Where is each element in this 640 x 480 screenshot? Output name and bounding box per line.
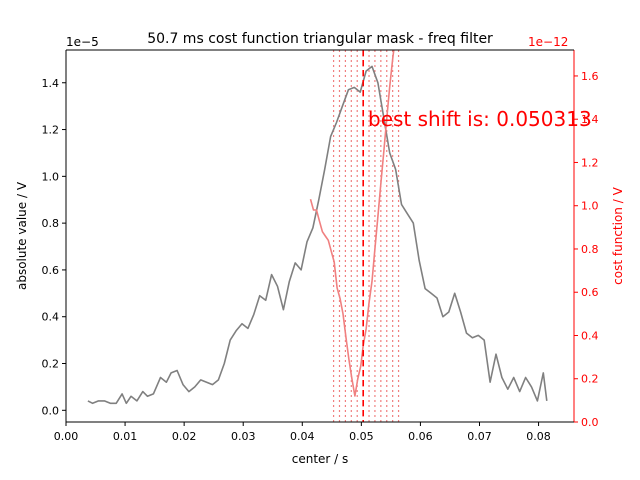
best-shift-annotation: best shift is: 0.050313 — [368, 107, 592, 131]
x-tick-label: 0.01 — [113, 430, 138, 443]
chart-title: 50.7 ms cost function triangular mask - … — [147, 31, 493, 47]
y2-axis-ticks: 0.0 0.2 0.4 0.6 0.8 1.0 1.2 1.4 1.6 — [574, 70, 599, 429]
x-tick-label: 0.05 — [349, 430, 374, 443]
x-tick-label: 0.06 — [408, 430, 433, 443]
axes-frame — [65, 49, 575, 423]
y2-axis-offset-text: 1e−12 — [528, 35, 568, 49]
y2-tick-label: 1.0 — [581, 200, 599, 213]
y-axis-label: absolute value / V — [15, 181, 29, 290]
y2-tick-label: 0.6 — [581, 286, 599, 299]
y2-tick-label: 0.8 — [581, 243, 599, 256]
y-tick-label: 0.4 — [42, 311, 60, 324]
y2-tick-label: 0.4 — [581, 329, 599, 342]
y2-tick-label: 0.2 — [581, 373, 599, 386]
x-tick-label: 0.07 — [467, 430, 492, 443]
x-tick-label: 0.02 — [172, 430, 197, 443]
x-axis-label: center / s — [292, 452, 349, 466]
signal-line — [87, 65, 548, 405]
y2-tick-label: 1.6 — [581, 70, 599, 83]
x-tick-label: 0.03 — [231, 430, 256, 443]
y2-tick-label: 1.2 — [581, 156, 599, 169]
y-tick-label: 0.8 — [42, 217, 60, 230]
y-tick-label: 1.2 — [42, 124, 60, 137]
y-tick-label: 0.0 — [42, 404, 60, 417]
mask-lines — [332, 50, 400, 422]
x-tick-label: 0.04 — [290, 430, 315, 443]
y-axis-ticks: 0.0 0.2 0.4 0.6 0.8 1.0 1.2 1.4 — [42, 77, 66, 417]
y-tick-label: 0.6 — [42, 264, 60, 277]
y2-axis-label: cost function / V — [611, 186, 625, 284]
y-tick-label: 1.4 — [42, 77, 60, 90]
x-tick-label: 0.08 — [526, 430, 551, 443]
y-tick-label: 0.2 — [42, 358, 60, 371]
cost-function-line — [309, 49, 395, 397]
y-axis-offset-text: 1e−5 — [66, 35, 99, 49]
y2-tick-label: 0.0 — [581, 416, 599, 429]
y-tick-label: 1.0 — [42, 170, 60, 183]
series-layer — [87, 49, 548, 405]
y2-tick-label: 1.4 — [581, 113, 599, 126]
x-tick-label: 0.00 — [54, 430, 79, 443]
plot-area — [66, 50, 574, 422]
x-axis-ticks: 0.00 0.01 0.02 0.03 0.04 0.05 0.06 0.07 0.08 — [54, 422, 551, 443]
